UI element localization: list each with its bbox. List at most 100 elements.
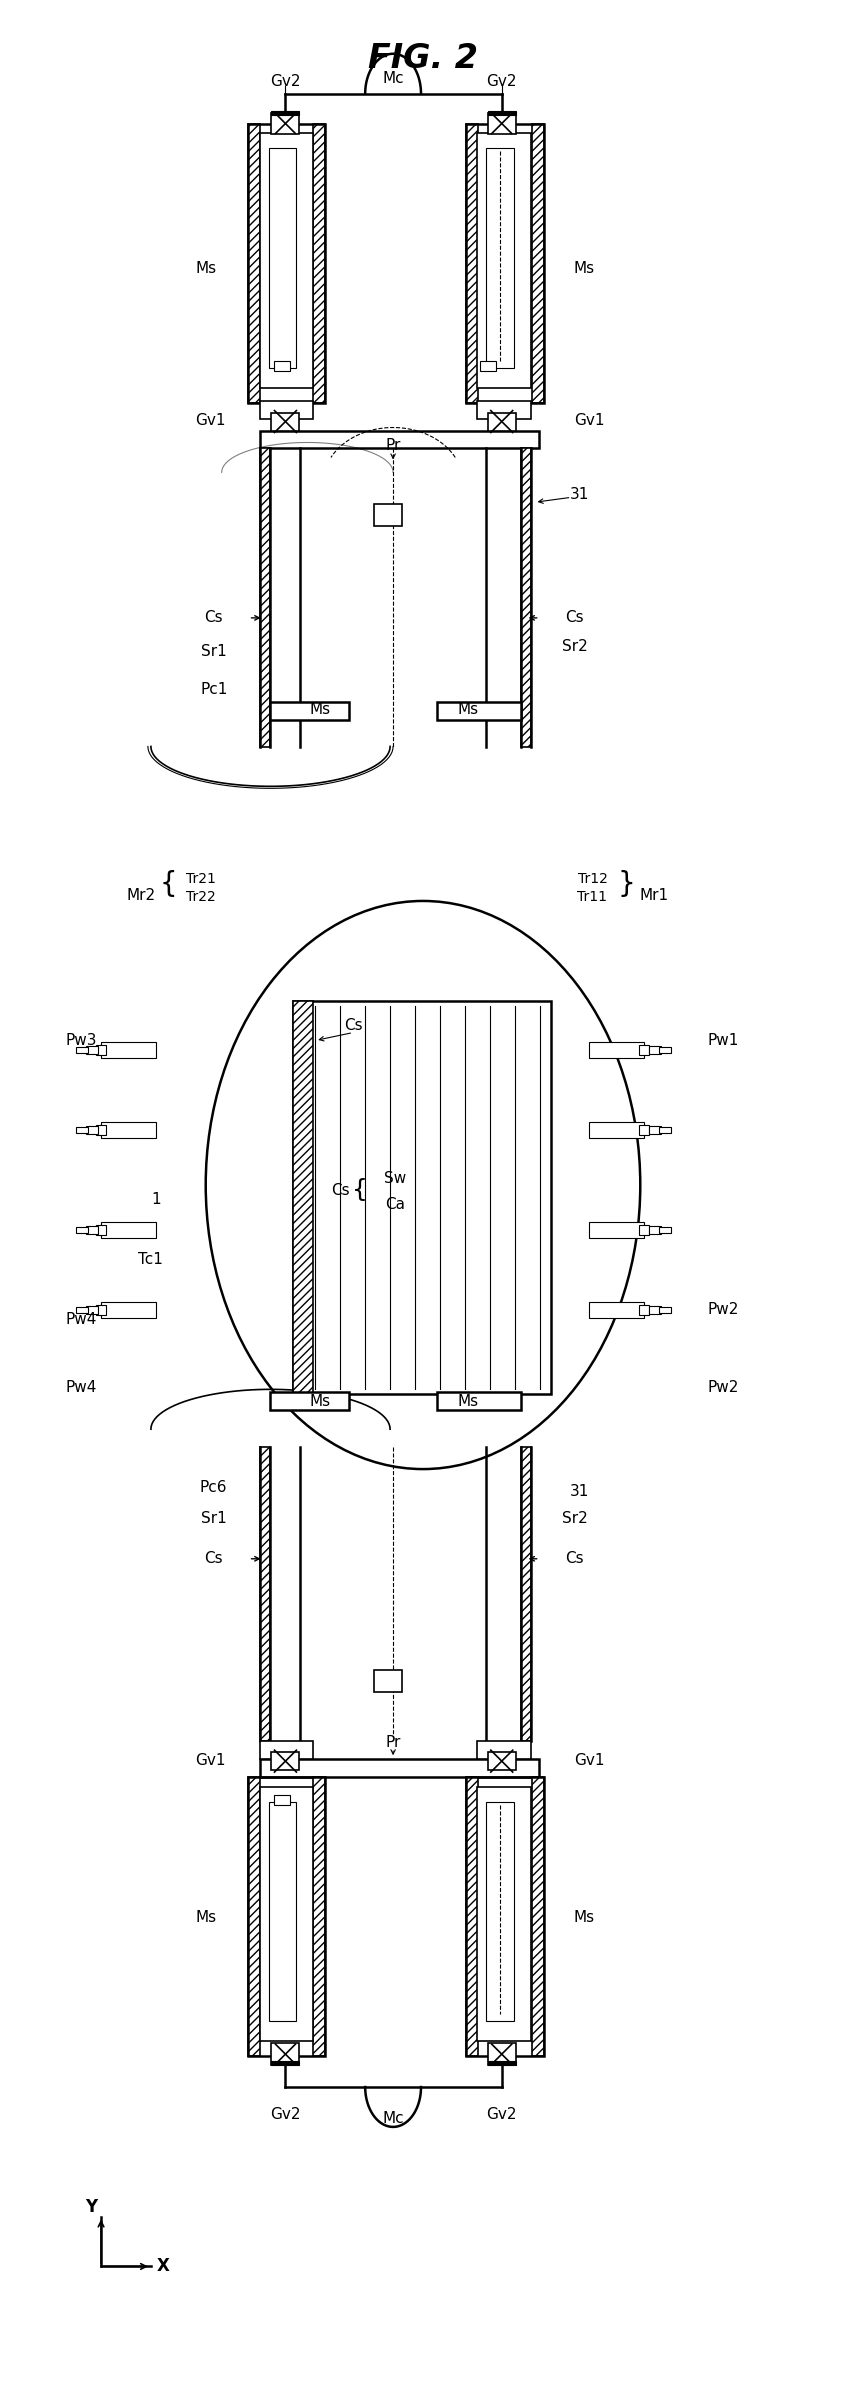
Text: 3: 3 [383,1674,393,1688]
Text: Ms: Ms [310,1393,331,1410]
Text: Gv1: Gv1 [195,412,226,429]
Bar [466,1776,478,2057]
Text: 31: 31 [570,1483,589,1498]
Text: Tr21: Tr21 [186,871,216,886]
Text: Pw2: Pw2 [707,1381,739,1395]
Bar [260,400,313,419]
Bar [274,1795,290,1805]
Bar [659,1048,671,1052]
Text: Sr1: Sr1 [201,1512,227,1526]
Text: Cs: Cs [565,610,584,626]
Text: Cs: Cs [205,1552,223,1567]
Text: Ms: Ms [458,702,479,717]
Text: 1: 1 [151,1193,161,1207]
Text: Gv2: Gv2 [270,74,300,88]
Text: Mc: Mc [382,71,404,86]
Bar [101,1302,156,1317]
Bar [649,1226,662,1233]
Text: Ca: Ca [385,1198,405,1212]
Bar [76,1126,88,1133]
Bar [76,1226,88,1233]
Bar [272,2062,299,2064]
Bar [86,1048,98,1055]
Bar [272,1752,299,1769]
Bar [590,1302,645,1317]
Bar [640,1224,649,1236]
Bar [272,110,299,114]
Bar [260,133,313,388]
Bar [268,148,296,367]
Text: Pw4: Pw4 [65,1381,96,1395]
Bar [101,1221,156,1238]
Text: Cs: Cs [331,1183,349,1198]
Text: X: X [157,2257,169,2276]
Bar [488,1752,516,1769]
Bar [477,400,530,419]
Bar [272,2043,299,2064]
Text: Ms: Ms [195,1910,217,1926]
Text: Mr2: Mr2 [126,888,156,902]
Bar [640,1305,649,1314]
Bar [260,431,539,448]
Text: Gv2: Gv2 [486,2107,517,2121]
Bar [268,1802,296,2021]
Bar [260,1760,539,1776]
Bar [486,148,514,367]
Bar [260,1788,313,2041]
Bar [374,505,402,526]
Bar [477,1741,530,1760]
Text: Ms: Ms [310,702,331,717]
Bar [313,124,326,402]
Bar [248,1776,260,2057]
Bar [649,1048,662,1055]
Bar [590,1221,645,1238]
Text: Pw1: Pw1 [707,1033,739,1048]
Text: Gv1: Gv1 [574,1752,605,1767]
Bar [96,1045,106,1055]
Bar [590,1043,645,1060]
Bar [294,1000,313,1395]
Text: Pc1: Pc1 [200,681,228,698]
Bar [260,448,270,748]
Bar [272,112,299,133]
Bar [96,1305,106,1314]
Bar [294,1000,551,1395]
Text: Gv2: Gv2 [270,2107,300,2121]
Bar [488,2043,516,2064]
Bar [270,1393,349,1410]
Text: Pw4: Pw4 [65,1312,96,1326]
Text: FIG. 2: FIG. 2 [368,43,478,76]
Text: Cs: Cs [344,1019,363,1033]
Text: Mr1: Mr1 [640,888,669,902]
Text: Sw: Sw [384,1171,406,1186]
Text: Y: Y [85,2198,97,2217]
Bar [659,1126,671,1133]
Bar [260,1448,270,1741]
Text: Sr2: Sr2 [562,638,587,655]
Bar [86,1226,98,1233]
Text: Ms: Ms [195,260,217,276]
Bar [466,124,478,402]
Bar [313,1776,326,2057]
Text: Gv1: Gv1 [195,1752,226,1767]
Text: Ms: Ms [458,1393,479,1410]
Bar [477,133,530,388]
Text: Pr: Pr [386,1736,401,1750]
Bar [520,1448,530,1741]
Text: Gv2: Gv2 [486,74,517,88]
Bar [76,1307,88,1312]
Text: Pc6: Pc6 [200,1479,228,1495]
Bar [659,1307,671,1312]
Bar [531,124,544,402]
Bar [248,124,260,402]
Bar [488,110,516,114]
Bar [488,2062,516,2064]
Text: Sr1: Sr1 [201,645,227,660]
Bar [248,124,326,402]
Bar [488,112,516,133]
Text: }: } [618,869,635,898]
Text: Pr: Pr [386,438,401,452]
Bar [477,1788,530,2041]
Text: Cs: Cs [205,610,223,626]
Bar [640,1045,649,1055]
